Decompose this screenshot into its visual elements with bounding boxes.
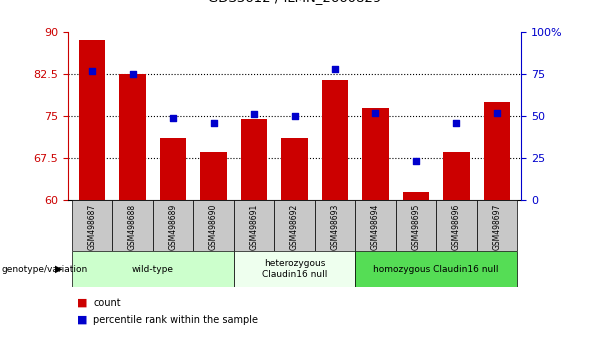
FancyBboxPatch shape [477, 200, 517, 251]
Text: GSM498696: GSM498696 [452, 204, 461, 251]
Text: GSM498687: GSM498687 [88, 204, 97, 250]
Bar [200, 152, 227, 200]
Text: wild-type: wild-type [132, 264, 174, 274]
Bar [282, 138, 307, 200]
FancyBboxPatch shape [112, 200, 153, 251]
Bar [362, 108, 389, 200]
Text: GSM498691: GSM498691 [250, 204, 259, 250]
Bar [484, 102, 510, 200]
Text: ■: ■ [77, 298, 87, 308]
Text: ▶: ▶ [55, 264, 63, 274]
Bar [79, 40, 105, 200]
Text: GSM498689: GSM498689 [168, 204, 177, 250]
FancyBboxPatch shape [355, 251, 517, 287]
FancyBboxPatch shape [72, 251, 234, 287]
Text: GDS3612 / ILMN_2660829: GDS3612 / ILMN_2660829 [208, 0, 381, 4]
Text: GSM498692: GSM498692 [290, 204, 299, 250]
Text: genotype/variation: genotype/variation [1, 264, 87, 274]
Point [411, 159, 421, 164]
Text: count: count [93, 298, 121, 308]
Point [128, 71, 137, 77]
Point [209, 120, 218, 126]
FancyBboxPatch shape [355, 200, 396, 251]
Point [168, 115, 178, 120]
Point [330, 66, 340, 72]
Text: GSM498694: GSM498694 [371, 204, 380, 251]
Bar [444, 152, 469, 200]
Text: GSM498690: GSM498690 [209, 204, 218, 251]
Text: GSM498688: GSM498688 [128, 204, 137, 250]
Bar [322, 80, 348, 200]
FancyBboxPatch shape [436, 200, 477, 251]
Text: ■: ■ [77, 315, 87, 325]
FancyBboxPatch shape [234, 200, 274, 251]
Text: percentile rank within the sample: percentile rank within the sample [93, 315, 258, 325]
Point [492, 110, 502, 115]
Point [87, 68, 97, 73]
FancyBboxPatch shape [396, 200, 436, 251]
Bar [120, 74, 145, 200]
Bar [160, 138, 186, 200]
Text: heterozygous
Claudin16 null: heterozygous Claudin16 null [262, 259, 327, 279]
FancyBboxPatch shape [234, 251, 355, 287]
Text: GSM498697: GSM498697 [492, 204, 501, 251]
Point [290, 113, 299, 119]
Text: GSM498693: GSM498693 [330, 204, 339, 251]
Text: homozygous Claudin16 null: homozygous Claudin16 null [373, 264, 499, 274]
FancyBboxPatch shape [274, 200, 315, 251]
Text: GSM498695: GSM498695 [412, 204, 421, 251]
Point [371, 110, 380, 115]
Bar [241, 119, 267, 200]
FancyBboxPatch shape [193, 200, 234, 251]
Point [452, 120, 461, 126]
Point [249, 112, 259, 117]
FancyBboxPatch shape [72, 200, 112, 251]
FancyBboxPatch shape [315, 200, 355, 251]
Bar [403, 192, 429, 200]
FancyBboxPatch shape [153, 200, 193, 251]
